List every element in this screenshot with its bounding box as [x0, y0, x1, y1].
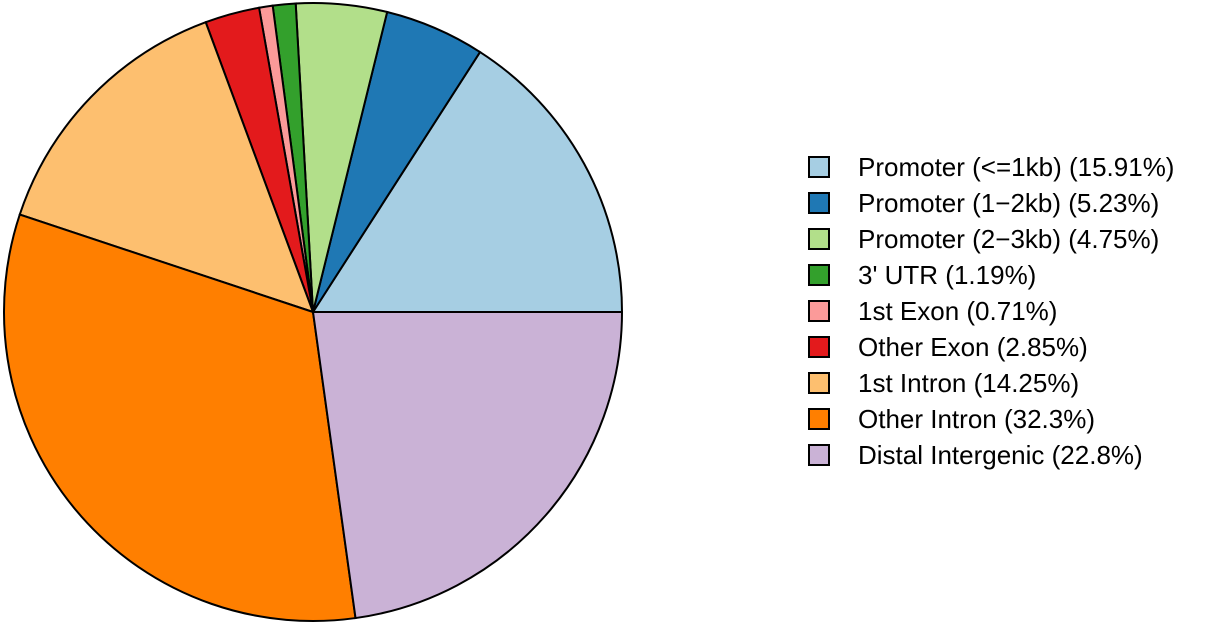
legend-item-other-exon: Other Exon (2.85%): [808, 329, 1174, 365]
legend-label: Promoter (<=1kb) (15.91%): [858, 152, 1175, 182]
pie-slice-1st-intron: [18, 20, 315, 314]
legend: Promoter (<=1kb) (15.91%) Promoter (1−2kb…: [808, 149, 1174, 473]
legend-label: Other Exon (2.85%): [858, 332, 1088, 362]
legend-swatch: [808, 228, 830, 250]
legend-swatch: [808, 408, 830, 430]
legend-label: Distal Intergenic (22.8%): [858, 440, 1143, 470]
pie-slice-other-intron: [3, 213, 357, 622]
legend-label: 1st Intron (14.25%): [858, 368, 1080, 398]
legend-swatch: [808, 192, 830, 214]
legend-item-promoter-1kb: Promoter (<=1kb) (15.91%): [808, 149, 1174, 185]
pie-slice-promoter-1kb: [311, 50, 624, 313]
legend-item-1st-exon: 1st Exon (0.71%): [808, 293, 1174, 329]
legend-label: Promoter (2−3kb) (4.75%): [858, 224, 1160, 254]
legend-swatch: [808, 156, 830, 178]
legend-item-distal-intergenic: Distal Intergenic (22.8%): [808, 437, 1174, 473]
pie-chart: [3, 2, 624, 622]
legend-label: 3' UTR (1.19%): [858, 260, 1037, 290]
legend-item-3-utr: 3' UTR (1.19%): [808, 257, 1174, 293]
legend-swatch: [808, 264, 830, 286]
legend-item-promoter-2-3kb: Promoter (2−3kb) (4.75%): [808, 221, 1174, 257]
legend-swatch: [808, 372, 830, 394]
legend-label: Other Intron (32.3%): [858, 404, 1095, 434]
legend-label: Promoter (1−2kb) (5.23%): [858, 188, 1160, 218]
legend-item-other-intron: Other Intron (32.3%): [808, 401, 1174, 437]
legend-swatch: [808, 336, 830, 358]
legend-swatch: [808, 300, 830, 322]
legend-item-1st-intron: 1st Intron (14.25%): [808, 365, 1174, 401]
legend-label: 1st Exon (0.71%): [858, 296, 1058, 326]
legend-swatch: [808, 444, 830, 466]
legend-item-promoter-1-2kb: Promoter (1−2kb) (5.23%): [808, 185, 1174, 221]
pie-slice-distal-intergenic: [311, 311, 624, 620]
